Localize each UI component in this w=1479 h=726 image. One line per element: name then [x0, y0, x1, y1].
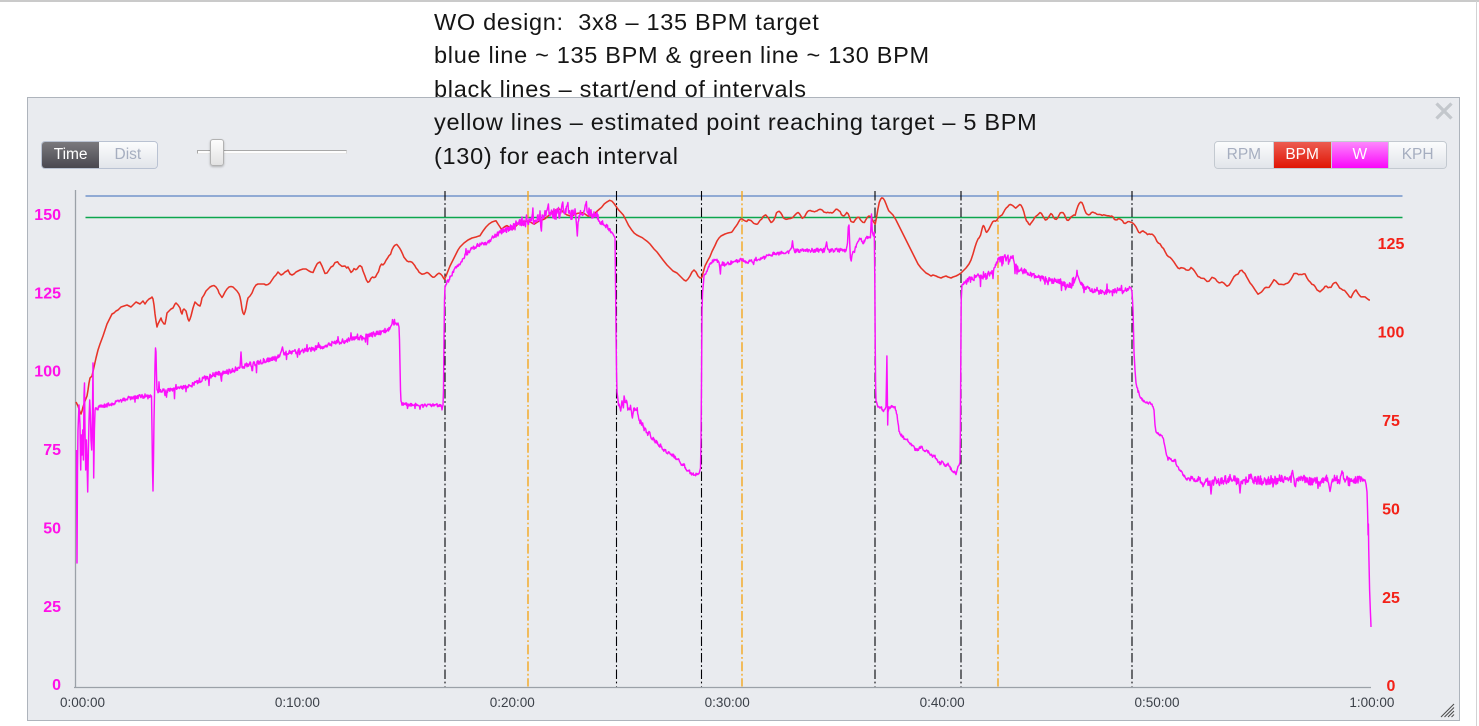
svg-text:50: 50 — [43, 520, 61, 537]
svg-text:100: 100 — [34, 364, 61, 381]
svg-text:0:40:00: 0:40:00 — [920, 695, 965, 710]
svg-text:25: 25 — [43, 599, 61, 616]
svg-text:0: 0 — [1387, 678, 1396, 695]
svg-text:25: 25 — [1382, 590, 1400, 607]
svg-text:0:50:00: 0:50:00 — [1134, 695, 1179, 710]
svg-text:75: 75 — [1382, 413, 1400, 430]
svg-text:100: 100 — [1378, 325, 1405, 342]
svg-text:75: 75 — [43, 442, 61, 459]
svg-text:0:30:00: 0:30:00 — [705, 695, 750, 710]
svg-text:150: 150 — [34, 207, 61, 224]
svg-text:0:20:00: 0:20:00 — [490, 695, 535, 710]
svg-text:1:00:00: 1:00:00 — [1349, 695, 1394, 710]
svg-text:125: 125 — [1378, 236, 1405, 253]
svg-text:50: 50 — [1382, 501, 1400, 518]
svg-text:0: 0 — [52, 677, 61, 694]
svg-text:0:10:00: 0:10:00 — [275, 695, 320, 710]
svg-text:125: 125 — [34, 285, 61, 302]
svg-text:0:00:00: 0:00:00 — [60, 695, 105, 710]
